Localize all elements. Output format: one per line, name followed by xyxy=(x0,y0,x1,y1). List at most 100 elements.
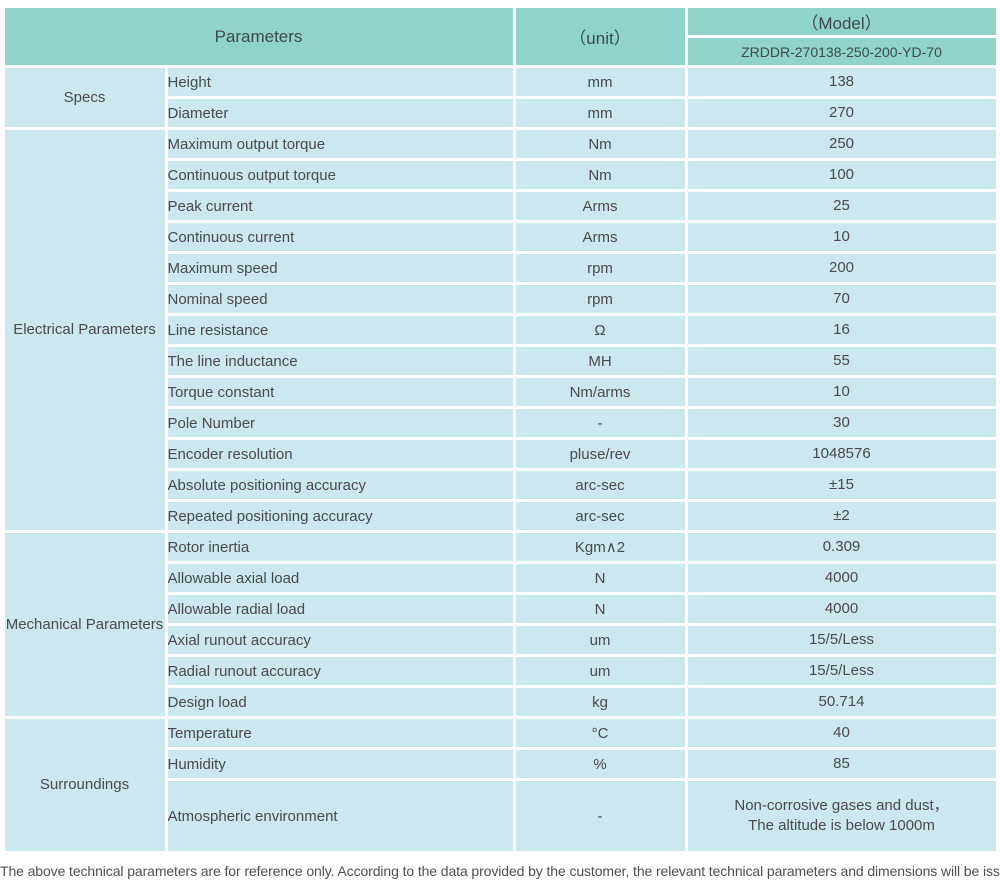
value-cell: 40 xyxy=(684,716,999,750)
unit-cell: Arms xyxy=(512,220,688,254)
unit-cell: mm xyxy=(512,65,688,99)
header-row-1: Parameters （unit） （Model） xyxy=(1,5,999,68)
table-row: Diameter mm 270 xyxy=(3,96,999,130)
param-cell: Temperature xyxy=(164,716,516,750)
value-cell: 70 xyxy=(684,282,999,316)
value-cell: 10 xyxy=(684,375,999,409)
param-cell: Continuous output torque xyxy=(164,158,516,192)
unit-cell: MH xyxy=(512,344,688,378)
value-cell: 15/5/Less xyxy=(684,623,999,657)
unit-cell: Ω xyxy=(512,313,688,347)
table-row: Torque constant Nm/arms 10 xyxy=(3,375,999,409)
value-cell: 250 xyxy=(684,127,999,161)
value-cell: 85 xyxy=(684,747,999,781)
unit-cell: Nm xyxy=(512,158,688,192)
table-row: Absolute positioning accuracy arc-sec ±1… xyxy=(3,468,999,502)
table-row: Nominal speed rpm 70 xyxy=(3,282,999,316)
param-cell: Atmospheric environment xyxy=(164,778,516,854)
section-cell-mechanical: Mechanical Parameters xyxy=(1,530,168,719)
param-cell: Nominal speed xyxy=(164,282,516,316)
value-cell: 4000 xyxy=(684,561,999,595)
value-cell: 100 xyxy=(684,158,999,192)
param-cell: Pole Number xyxy=(164,406,516,440)
value-cell: 4000 xyxy=(684,592,999,626)
unit-cell: rpm xyxy=(512,251,688,285)
value-cell: ±2 xyxy=(684,499,999,533)
unit-cell: °C xyxy=(512,716,688,750)
table-row: Allowable radial load N 4000 xyxy=(3,592,999,626)
param-cell: Continuous current xyxy=(164,220,516,254)
section-cell-surroundings: Surroundings xyxy=(1,716,168,854)
table-row: Specs Height mm 138 xyxy=(1,65,999,130)
param-cell: Humidity xyxy=(164,747,516,781)
value-cell: ±15 xyxy=(684,468,999,502)
param-cell: Allowable radial load xyxy=(164,592,516,626)
table-row: Repeated positioning accuracy arc-sec ±2 xyxy=(3,499,999,533)
unit-cell: um xyxy=(512,623,688,657)
unit-cell: Kgm∧2 xyxy=(512,530,688,564)
unit-cell: % xyxy=(512,747,688,781)
footer-note: The above technical parameters are for r… xyxy=(0,863,1000,879)
param-cell: Rotor inertia xyxy=(164,530,516,564)
param-cell: Axial runout accuracy xyxy=(164,623,516,657)
table-row: Continuous current Arms 10 xyxy=(3,220,999,254)
value-cell: 30 xyxy=(684,406,999,440)
unit-cell: arc-sec xyxy=(512,499,688,533)
value-cell: 10 xyxy=(684,220,999,254)
param-cell: Height xyxy=(164,65,516,99)
value-cell: 50.714 xyxy=(684,685,999,719)
header-row-2: ZRDDR-270138-250-200-YD-70 xyxy=(3,35,999,68)
table-row: Humidity % 85 xyxy=(3,747,999,781)
table-row: Surroundings Temperature °C 40 xyxy=(1,716,999,854)
unit-cell: Nm/arms xyxy=(512,375,688,409)
param-cell: Maximum speed xyxy=(164,251,516,285)
unit-cell: pluse/rev xyxy=(512,437,688,471)
param-cell: Torque constant xyxy=(164,375,516,409)
spec-table: Parameters （unit） （Model） ZRDDR-270138-2… xyxy=(1,5,999,854)
param-cell: Maximum output torque xyxy=(164,127,516,161)
unit-cell: - xyxy=(512,778,688,854)
unit-cell: um xyxy=(512,654,688,688)
unit-cell: rpm xyxy=(512,282,688,316)
table-row: Atmospheric environment - Non-corrosive … xyxy=(3,778,999,854)
unit-cell: N xyxy=(512,592,688,626)
param-cell: Design load xyxy=(164,685,516,719)
unit-cell: Nm xyxy=(512,127,688,161)
param-cell: Peak current xyxy=(164,189,516,223)
param-cell: Line resistance xyxy=(164,313,516,347)
table-row: The line inductance MH 55 xyxy=(3,344,999,378)
param-cell: The line inductance xyxy=(164,344,516,378)
param-cell: Encoder resolution xyxy=(164,437,516,471)
value-cell: 55 xyxy=(684,344,999,378)
value-cell: 138 xyxy=(684,65,999,99)
unit-cell: kg xyxy=(512,685,688,719)
table-row: Pole Number - 30 xyxy=(3,406,999,440)
table-row: Allowable axial load N 4000 xyxy=(3,561,999,595)
param-cell: Absolute positioning accuracy xyxy=(164,468,516,502)
unit-cell: arc-sec xyxy=(512,468,688,502)
table-row: Radial runout accuracy um 15/5/Less xyxy=(3,654,999,688)
value-cell: 15/5/Less xyxy=(684,654,999,688)
value-cell: 25 xyxy=(684,189,999,223)
parameters-header-cell: Parameters xyxy=(1,5,516,68)
unit-cell: mm xyxy=(512,96,688,130)
value-cell: 270 xyxy=(684,96,999,130)
value-cell: Non-corrosive gases and dust， The altitu… xyxy=(684,778,999,854)
model-number-cell: ZRDDR-270138-250-200-YD-70 xyxy=(684,35,999,68)
unit-cell: - xyxy=(512,406,688,440)
table-header: Parameters （unit） （Model） ZRDDR-270138-2… xyxy=(1,5,999,68)
value-cell: 16 xyxy=(684,313,999,347)
table-row: Peak current Arms 25 xyxy=(3,189,999,223)
section-cell-specs: Specs xyxy=(1,65,168,130)
table-row: Line resistance Ω 16 xyxy=(3,313,999,347)
value-cell: 200 xyxy=(684,251,999,285)
unit-cell: N xyxy=(512,561,688,595)
table-body: Specs Height mm 138 Diameter mm 270 Elec… xyxy=(1,65,999,854)
param-cell: Allowable axial load xyxy=(164,561,516,595)
model-header-cell: （Model） xyxy=(684,5,999,38)
param-cell: Repeated positioning accuracy xyxy=(164,499,516,533)
param-cell: Diameter xyxy=(164,96,516,130)
section-cell-electrical: Electrical Parameters xyxy=(1,127,168,533)
param-cell: Radial runout accuracy xyxy=(164,654,516,688)
